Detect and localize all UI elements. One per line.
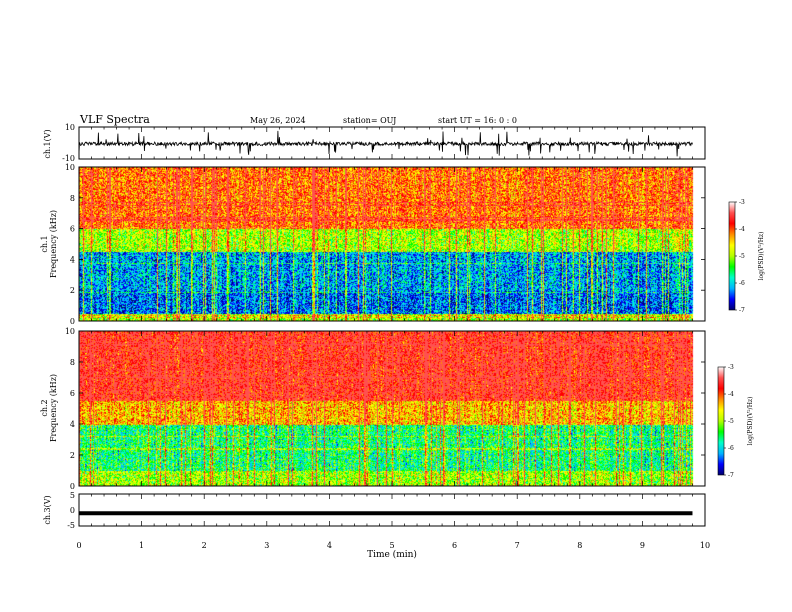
start-time-label: start UT = 16: 0 : 0 — [438, 116, 517, 125]
ch2-spectrogram-yticks: 0 2 4 6 8 10 — [65, 327, 705, 491]
ch1-colorbar-tick-label: -5 — [739, 253, 745, 260]
ch2-colorbar-tick-label: -7 — [728, 472, 734, 479]
ch3-ytick-bottom: -5 — [67, 521, 75, 530]
ch1-spectrogram-ytick-label: 4 — [70, 255, 75, 264]
time-tick-label: 2 — [202, 541, 207, 550]
time-tick-label: 5 — [389, 541, 394, 550]
ch2-colorbar-tick-label: -5 — [728, 418, 734, 425]
ch1-colorbar-tick-label: -7 — [739, 307, 745, 314]
ch2-colorbar: -3 -4 -5 -6 -7 log(PSD)(V²/Hz) — [717, 364, 754, 479]
ch2-spectrogram-ytick-label: 10 — [65, 327, 75, 336]
ch2-spectrogram-ytick-label: 6 — [70, 389, 75, 398]
ch1-spectrogram-yticks: 0 2 4 6 8 10 — [65, 163, 705, 326]
ch3-trace-frame — [78, 493, 706, 527]
time-tick-label: 3 — [264, 541, 269, 550]
ch3-ytick-top: 5 — [70, 491, 75, 500]
time-tick-label: 10 — [700, 541, 710, 550]
ch1-spectrogram-channel-label: ch.1 — [40, 235, 49, 252]
ch1-waveform-ylabel: ch.1(V) — [43, 129, 52, 158]
ch2-colorbar-tick-label: -3 — [728, 364, 734, 371]
ch2-spectrogram-ylabel: Frequency (kHz) — [49, 374, 58, 442]
ch2-spectrogram-image — [79, 331, 705, 486]
ch1-colorbar-gradient — [728, 201, 736, 311]
ch2-spectrogram-ytick-label: 0 — [70, 482, 75, 491]
figure-title: VLF Spectra — [79, 113, 150, 126]
time-tick-label: 4 — [327, 541, 332, 550]
ch3-trace-ylabel: ch.3(V) — [43, 495, 52, 524]
ch1-spectrogram-panel: 0 2 4 6 8 10 ch.1 Frequency (kHz) — [40, 163, 706, 326]
ch1-colorbar-tick-label: -3 — [739, 199, 745, 206]
time-tick-label: 7 — [515, 541, 520, 550]
ch1-spectrogram-ylabel: Frequency (kHz) — [49, 210, 58, 278]
ch1-colorbar-tick-label: -6 — [739, 280, 745, 287]
ch1-colorbar: -3 -4 -5 -6 -7 log(PSD)(V²/Hz) — [728, 199, 765, 314]
ch1-colorbar-tick-label: -4 — [739, 226, 745, 233]
ch1-colorbar-label: log(PSD)(V²/Hz) — [758, 232, 765, 281]
ch2-colorbar-ticks: -3 -4 -5 -6 -7 — [724, 364, 734, 479]
time-tick-label: 8 — [577, 541, 582, 550]
ch1-colorbar-ticks: -3 -4 -5 -6 -7 — [735, 199, 745, 314]
ch2-colorbar-tick-label: -4 — [728, 391, 734, 398]
ch2-spectrogram-channel-label: ch.2 — [40, 399, 49, 416]
ch2-colorbar-tick-label: -6 — [728, 445, 734, 452]
time-tick-label: 6 — [452, 541, 457, 550]
ch2-spectrogram-ytick-label: 8 — [70, 358, 75, 367]
ch1-spectrogram-image — [79, 167, 705, 321]
ch2-colorbar-label: log(PSD)(V²/Hz) — [747, 397, 754, 446]
ch2-spectrogram-ytick-label: 4 — [70, 420, 75, 429]
station-label: station= OUJ — [343, 116, 396, 125]
ch2-spectrogram-ytick-label: 2 — [70, 451, 75, 460]
ch1-spectrogram-ytick-label: 6 — [70, 225, 75, 234]
ch1-ytick-bottom: -10 — [62, 154, 75, 163]
ch1-spectrogram-ytick-label: 0 — [70, 317, 75, 326]
x-axis-label: Time (min) — [367, 549, 417, 560]
time-tick-label: 0 — [76, 541, 81, 550]
time-tick-label: 9 — [640, 541, 645, 550]
ch1-spectrogram-ytick-label: 10 — [65, 163, 75, 172]
ch2-spectrogram-panel: 0 2 4 6 8 10 ch.2 Frequency (kHz) — [40, 327, 706, 491]
ch1-spectrogram-ytick-label: 8 — [70, 194, 75, 203]
time-tick-label: 1 — [139, 541, 144, 550]
date-label: May 26, 2024 — [250, 116, 306, 125]
ch1-waveform-trace — [78, 130, 693, 157]
time-ticks — [78, 127, 706, 526]
ch3-ytick-middle: 0 — [70, 506, 75, 515]
ch3-trace-panel: 5 0 -5 ch.3(V) — [43, 491, 706, 530]
ch2-colorbar-gradient — [717, 366, 725, 476]
ch1-spectrogram-ytick-label: 2 — [70, 286, 75, 295]
ch1-ytick-top: 10 — [65, 123, 75, 132]
ch1-waveform-panel: 10 -10 ch.1(V) — [43, 123, 706, 163]
time-tick-labels: 0 1 2 3 4 5 6 7 8 9 10 — [76, 541, 710, 550]
